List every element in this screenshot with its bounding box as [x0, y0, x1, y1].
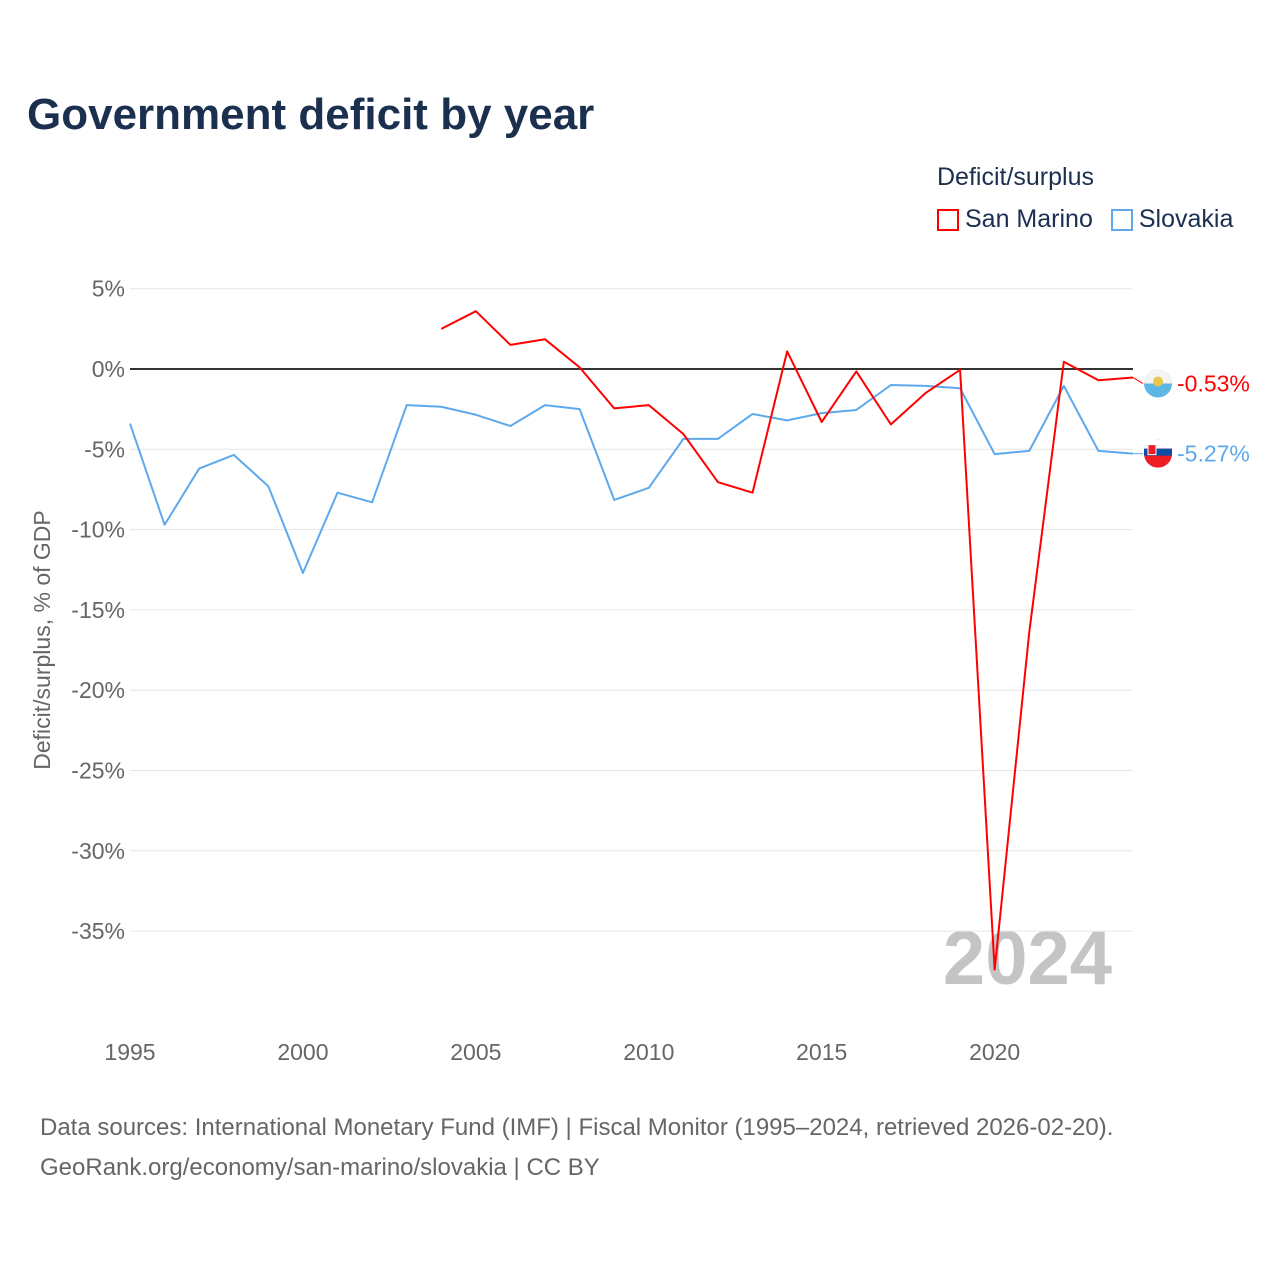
end-connector — [1132, 377, 1144, 384]
x-tick-label: 2020 — [969, 1039, 1020, 1065]
chart-title: Government deficit by year — [27, 90, 595, 139]
legend: San Marino Slovakia — [937, 205, 1233, 234]
series-line-san-marino — [440, 310, 1134, 971]
x-tick-label: 2010 — [623, 1039, 674, 1065]
x-tick-label: 2015 — [796, 1039, 847, 1065]
flag-stripe — [1144, 448, 1172, 456]
y-axis-label: Deficit/surplus, % of GDP — [29, 510, 55, 769]
source-note: Data sources: International Monetary Fun… — [40, 1108, 1113, 1188]
source-line-1: Data sources: International Monetary Fun… — [40, 1114, 1114, 1141]
x-tick-label: 1995 — [104, 1039, 155, 1065]
y-tick-label: -15% — [71, 597, 125, 623]
y-tick-label: -20% — [71, 677, 125, 703]
y-tick-label: 5% — [92, 276, 125, 302]
legend-item-san-marino[interactable]: San Marino — [937, 205, 1093, 234]
y-tick-label: 0% — [92, 356, 125, 382]
source-line-2: GeoRank.org/economy/san-marino/slovakia … — [40, 1154, 600, 1181]
legend-swatch-san-marino — [937, 208, 959, 231]
flag-emblem — [1153, 376, 1163, 387]
legend-swatch-slovakia — [1110, 208, 1133, 231]
y-tick-label: -35% — [71, 918, 125, 944]
flag-emblem — [1147, 444, 1157, 456]
legend-item-slovakia[interactable]: Slovakia — [1110, 205, 1234, 234]
y-tick-label: -30% — [71, 838, 125, 864]
year-watermark: 2024 — [943, 916, 1112, 1001]
y-tick-label: -25% — [71, 758, 125, 784]
end-label-slovakia: -5.27% — [1177, 441, 1250, 467]
x-tick-label: 2000 — [277, 1039, 328, 1065]
legend-title: Deficit/surplus — [937, 163, 1094, 191]
x-tick-label: 2005 — [450, 1039, 501, 1065]
end-label-san-marino: -0.53% — [1177, 371, 1250, 397]
legend-label: San Marino — [965, 205, 1093, 233]
flag-stripe — [1144, 439, 1172, 449]
series-line-slovakia — [129, 384, 1134, 574]
legend-label: Slovakia — [1138, 205, 1234, 233]
y-tick-label: -10% — [71, 517, 125, 543]
y-tick-label: -5% — [84, 436, 125, 462]
